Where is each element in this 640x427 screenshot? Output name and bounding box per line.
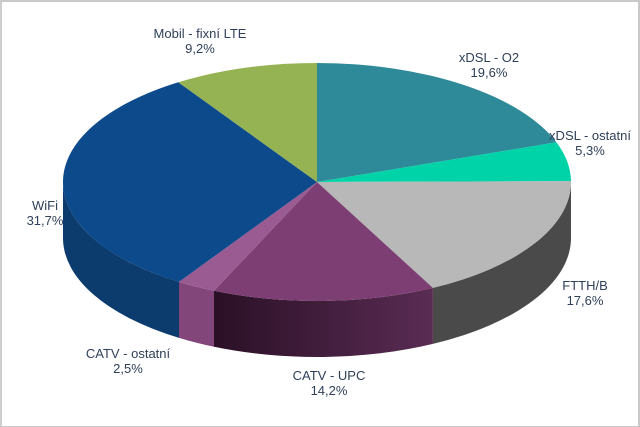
pie-slice — [179, 182, 317, 291]
pie-slice-side — [179, 281, 214, 347]
pie-slice-label: FTTH/B 17,6% — [562, 278, 608, 308]
pie-slice-label: CATV - ostatní 2,5% — [86, 346, 170, 376]
pie-slice — [317, 181, 572, 288]
pie-slice-label: CATV - UPC 14,2% — [293, 368, 366, 398]
slice-name: xDSL - ostatní — [549, 128, 631, 143]
slice-value: 9,2% — [185, 41, 215, 56]
pie-slice-label: WiFi 31,7% — [27, 198, 64, 228]
slice-name: Mobil - fixní LTE — [153, 26, 247, 41]
pie-slice — [214, 182, 433, 302]
slice-value: 5,3% — [575, 143, 605, 158]
pie-slice — [317, 142, 571, 182]
pie-slice-side — [63, 182, 179, 338]
pie-slice-side — [432, 182, 571, 344]
slice-value: 31,7% — [26, 213, 64, 228]
pie-slice-label: Mobil - fixní LTE 9,2% — [154, 26, 247, 56]
slice-name: xDSL - O2 — [458, 50, 520, 65]
slice-value: 19,6% — [470, 65, 508, 80]
slice-value: 17,6% — [566, 293, 604, 308]
slice-name: CATV - UPC — [292, 368, 366, 383]
slice-value: 14,2% — [310, 383, 348, 398]
pie-slice — [317, 63, 557, 182]
slice-name: WiFi — [32, 198, 58, 213]
slice-name: FTTH/B — [562, 278, 608, 293]
pie-slice-label: xDSL - O2 19,6% — [459, 50, 519, 80]
pie-slice — [178, 63, 317, 182]
slice-name: CATV - ostatní — [85, 346, 171, 361]
pie-slice-side — [214, 287, 433, 358]
pie-slice — [62, 82, 317, 282]
pie-slice-label: xDSL - ostatní 5,3% — [549, 128, 631, 158]
slice-value: 2,5% — [113, 361, 143, 376]
